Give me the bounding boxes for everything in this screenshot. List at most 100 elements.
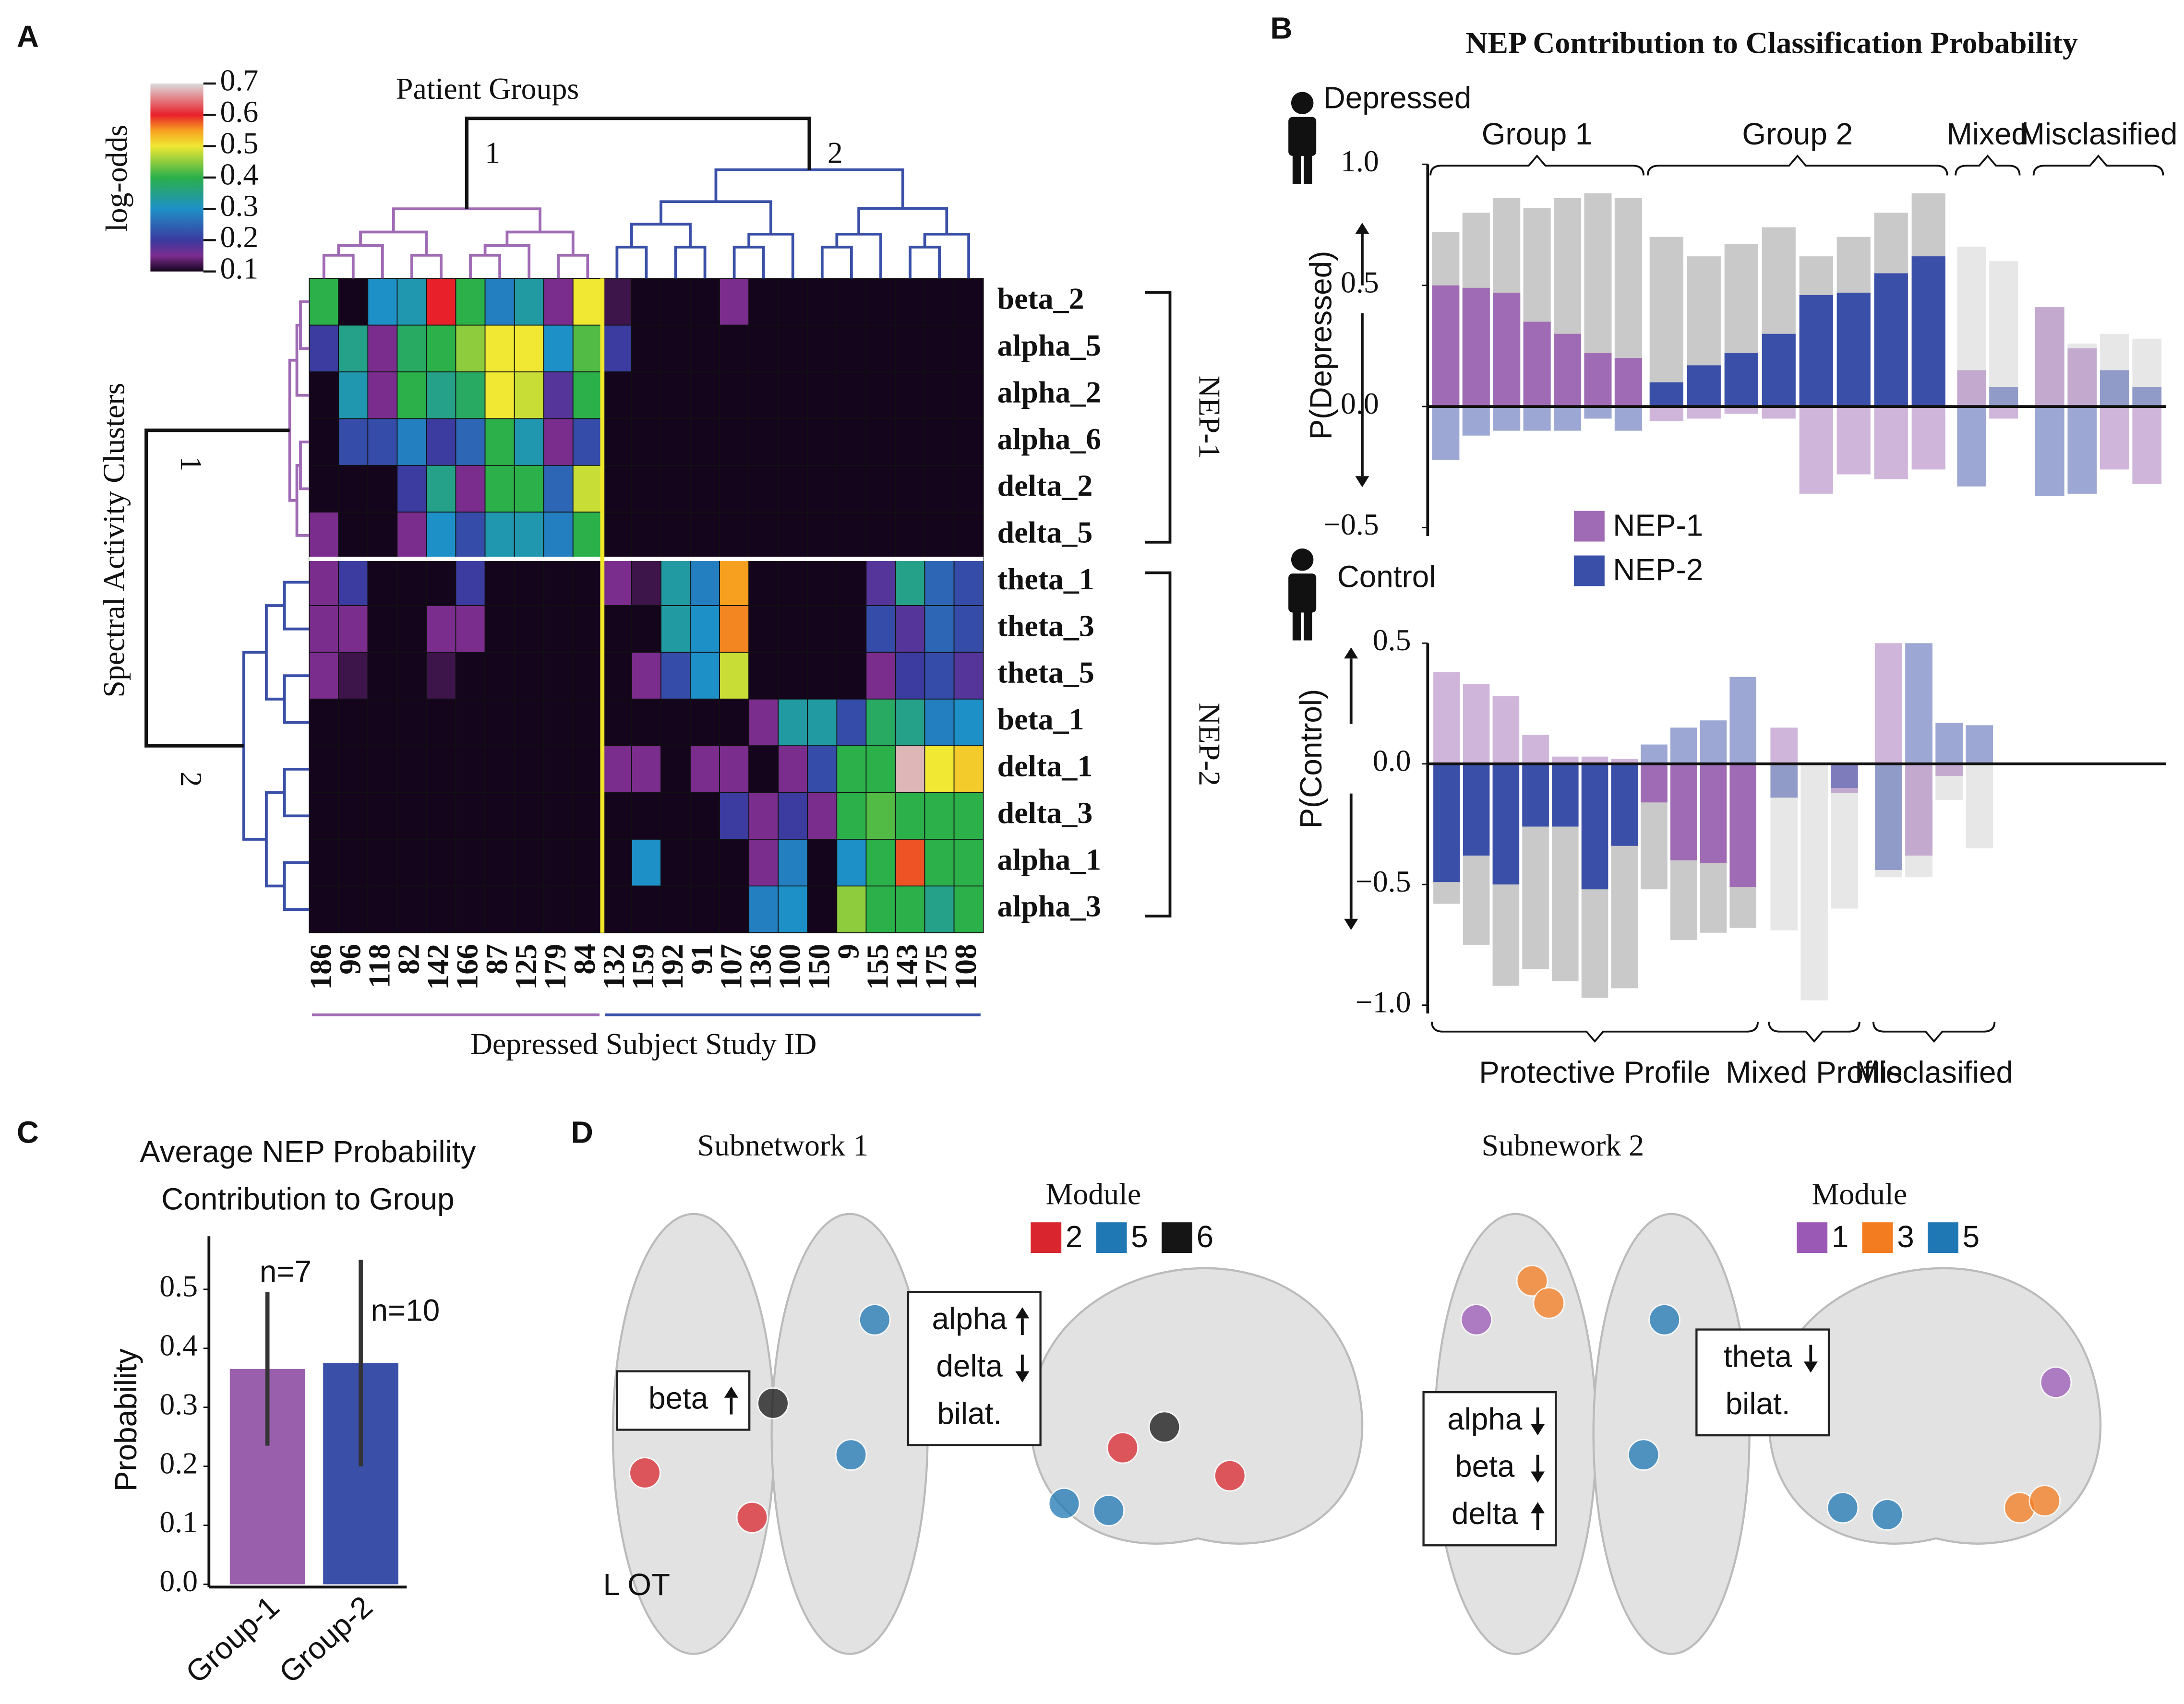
cluster-label: 2 [828,136,843,170]
row-label: beta_2 [997,282,1084,316]
heatmap-cell [426,745,456,793]
node-sphere [1826,1491,1859,1524]
column-label: 192 [655,944,689,990]
dendrogram-branch [283,581,310,631]
heatmap-cell [484,839,515,887]
heatmap-cell [514,418,544,466]
nep-bar [1957,370,1986,407]
nep-bar [1762,334,1796,407]
heatmap-cell [514,278,544,326]
note-text: bilat. [1726,1386,1790,1421]
heatmap-cell [572,371,603,419]
heatmap-cell [690,792,720,840]
heatmap-cell [484,465,515,513]
y-axis-title: Spectral Activity Clusters [96,383,131,698]
heatmap-cell [719,512,750,560]
heatmap-cell [924,465,955,513]
total-bar [1989,261,2018,407]
heatmap-cell [690,745,720,793]
heatmap-cell [924,324,955,372]
bracket [1145,291,1172,544]
heatmap-cell [924,745,955,793]
column-label: 166 [450,944,484,990]
heatmap-cell [807,652,838,700]
nep-bar [1462,406,1490,436]
heatmap-cell [396,278,427,326]
panel-label: B [1270,11,1292,46]
node-sphere [1648,1303,1681,1336]
heatmap-cell [778,512,808,560]
heatmap-cell [543,698,574,747]
heatmap-cell [338,652,369,700]
heatmap-cell [543,652,574,700]
annotation: n=7 [260,1254,312,1288]
nep-bar [1836,292,1871,407]
group-bracket [1431,1022,1759,1043]
heatmap-cell [778,698,808,747]
heatmap-cell [514,324,544,372]
heatmap-cell [367,371,398,419]
heatmap-cell [865,839,896,887]
heatmap-cell [631,745,661,793]
nep-bar [1581,756,1608,764]
heatmap-cell [836,839,867,887]
module-swatch [1031,1222,1062,1253]
heatmap-cell [543,371,574,419]
heatmap-cell [455,745,486,793]
heatmap-cell [778,324,808,372]
heatmap-cell [572,605,603,653]
cluster-label: 1 [485,136,500,170]
brain-side [1030,1267,1364,1545]
heatmap-cell [778,792,808,840]
module-swatch [1096,1222,1127,1253]
heatmap-cell [631,512,661,560]
row-label: delta_3 [997,796,1093,830]
heatmap-cell [338,558,369,606]
heatmap-cell [338,371,369,419]
nep-bar [1433,763,1460,882]
column-label: 150 [802,944,836,990]
nep-bar [1935,763,1963,776]
heatmap-cell [631,418,661,466]
heatmap-cell [807,698,838,747]
node-sphere [1213,1459,1246,1492]
arrow-head [1355,223,1369,234]
heatmap-cell [514,792,544,840]
nep-bar [1831,763,1858,788]
colorbar-tick-label: 0.7 [220,63,258,97]
heatmap-cell [309,839,339,887]
dendrogram-root [465,116,811,209]
heatmap-cell [484,418,515,466]
heatmap-cell [865,512,896,560]
chart-title: Contribution to Group [161,1182,454,1216]
heatmap-cell [426,698,456,747]
row-label: alpha_1 [997,842,1101,876]
arrow-head [1355,476,1369,488]
nep-bar [1874,273,1908,407]
heatmap-cell [601,558,632,606]
note-text: delta [936,1349,1003,1383]
row-label: alpha_3 [997,889,1101,923]
heatmap-cell [719,885,750,933]
colorbar-tick-label: 0.6 [220,95,258,129]
heatmap-cell [748,278,779,326]
heatmap-cell [690,465,720,513]
dendrogram-branch [283,861,310,911]
heatmap-cell [338,324,369,372]
module-label: 2 [1066,1219,1083,1254]
legend-label: NEP-2 [1613,552,1703,587]
panel-label: C [17,1115,39,1149]
nep-bar [1875,763,1902,870]
heatmap-cell [924,652,955,700]
heatmap-cell [748,792,779,840]
nep-bar [2067,348,2097,407]
heatmap-cell [396,652,427,700]
heatmap-cell [778,745,808,793]
heatmap-cell [572,418,603,466]
heatmap-cell [865,745,896,793]
heatmap-cell [572,558,603,606]
heatmap-cell [719,558,750,606]
heatmap-cell [572,512,603,560]
total-bar [1966,763,1993,848]
